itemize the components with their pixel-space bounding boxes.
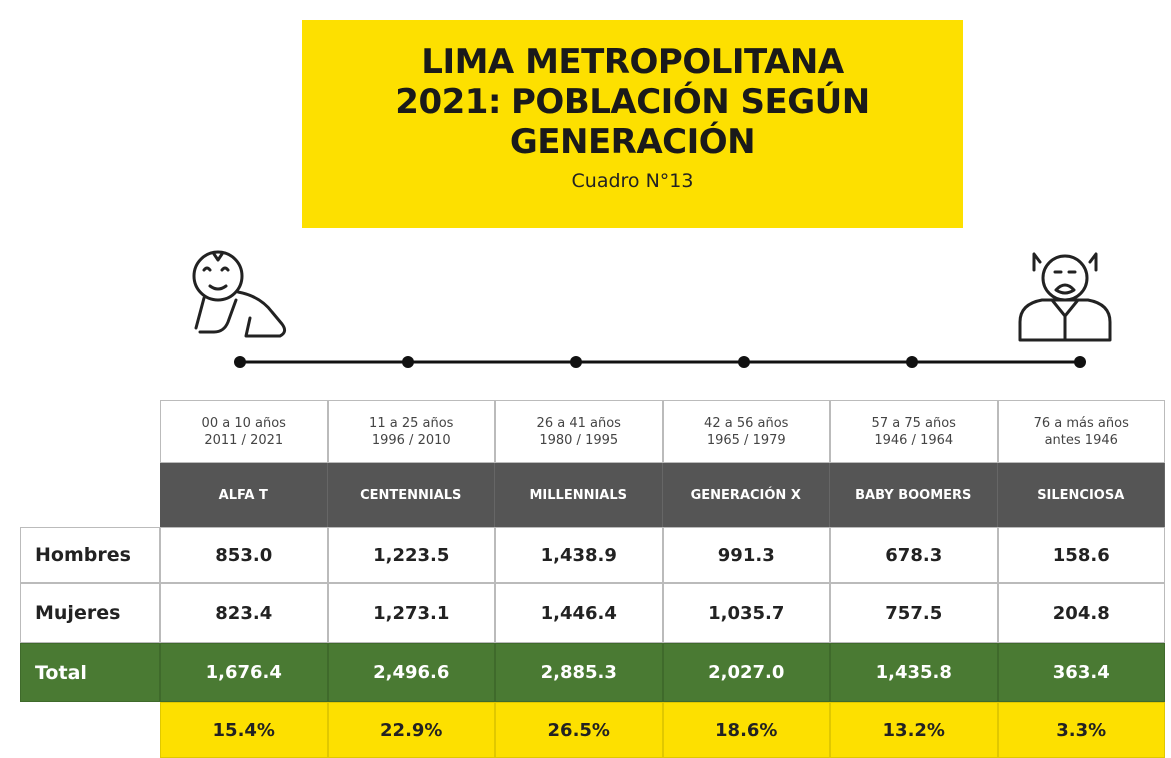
row-label: Hombres xyxy=(20,527,160,583)
value-cell: 2,496.6 xyxy=(327,643,495,702)
baby-icon xyxy=(192,250,287,338)
value-cell: 1,035.7 xyxy=(662,583,830,643)
value-cell: 1,435.8 xyxy=(830,643,998,702)
value-cell: 1,446.4 xyxy=(495,583,663,643)
value-cell: 2,027.0 xyxy=(662,643,830,702)
percentage-cell: 15.4% xyxy=(160,702,328,758)
row-label: Mujeres xyxy=(20,583,160,643)
title-year: 2021: xyxy=(395,82,502,122)
title: GENERACIÓN xyxy=(509,122,756,162)
generation-header: GENERACIÓN X xyxy=(662,463,830,527)
age-range: 11 a 25 años xyxy=(369,415,454,431)
value-cell: 2,885.3 xyxy=(495,643,663,702)
generation-header: BABY BOOMERS xyxy=(830,463,998,527)
percentage-cell: 22.9% xyxy=(327,702,495,758)
age-range: 76 a más años xyxy=(1033,415,1129,431)
age-header: 26 a 41 años 1980 / 1995 xyxy=(495,400,663,463)
generation-header: CENTENNIALS xyxy=(327,463,495,527)
value-cell: 853.0 xyxy=(160,527,328,583)
title-box: LIMA METROPOLITANA 2021: POBLACIÓN SEGÚN … xyxy=(302,20,963,228)
value-cell: 757.5 xyxy=(830,583,998,643)
age-header: 57 a 75 años 1946 / 1964 xyxy=(830,400,998,463)
year-range: 2011 / 2021 xyxy=(204,432,284,448)
value-cell: 1,438.9 xyxy=(495,527,663,583)
generation-header: SILENCIOSA xyxy=(997,463,1165,527)
percentage-cell: 13.2% xyxy=(830,702,998,758)
value-cell: 363.4 xyxy=(997,643,1165,702)
year-range: 1965 / 1979 xyxy=(706,432,786,448)
year-range: antes 1946 xyxy=(1044,432,1118,448)
value-cell: 1,223.5 xyxy=(327,527,495,583)
title: POBLACIÓN SEGÚN xyxy=(511,82,870,122)
row-label: Total xyxy=(20,643,160,702)
age-range: 26 a 41 años xyxy=(536,415,621,431)
value-cell: 991.3 xyxy=(662,527,830,583)
value-cell: 158.6 xyxy=(997,527,1165,583)
percentage-cell: 3.3% xyxy=(997,702,1165,758)
generation-header: ALFA T xyxy=(160,463,328,527)
year-range: 1996 / 2010 xyxy=(371,432,451,448)
subtitle: Cuadro N°13 xyxy=(571,170,694,192)
year-range: 1946 / 1964 xyxy=(874,432,954,448)
title: LIMA METROPOLITANA xyxy=(421,42,844,82)
age-header: 76 a más años antes 1946 xyxy=(997,400,1165,463)
age-range: 00 a 10 años xyxy=(201,415,286,431)
year-range: 1980 / 1995 xyxy=(539,432,619,448)
value-cell: 1,676.4 xyxy=(160,643,328,702)
elder-icon xyxy=(1018,252,1112,342)
value-cell: 204.8 xyxy=(997,583,1165,643)
generation-header: MILLENNIALS xyxy=(495,463,663,527)
age-range: 42 a 56 años xyxy=(704,415,789,431)
percentage-cell: 26.5% xyxy=(495,702,663,758)
title: 2021: POBLACIÓN SEGÚN xyxy=(302,82,963,122)
timeline-dots xyxy=(234,356,1086,368)
age-header: 42 a 56 años 1965 / 1979 xyxy=(662,400,830,463)
value-cell: 1,273.1 xyxy=(327,583,495,643)
age-header: 00 a 10 años 2011 / 2021 xyxy=(160,400,328,463)
value-cell: 823.4 xyxy=(160,583,328,643)
age-header: 11 a 25 años 1996 / 2010 xyxy=(327,400,495,463)
percentage-cell: 18.6% xyxy=(662,702,830,758)
age-range: 57 a 75 años xyxy=(871,415,956,431)
value-cell: 678.3 xyxy=(830,527,998,583)
